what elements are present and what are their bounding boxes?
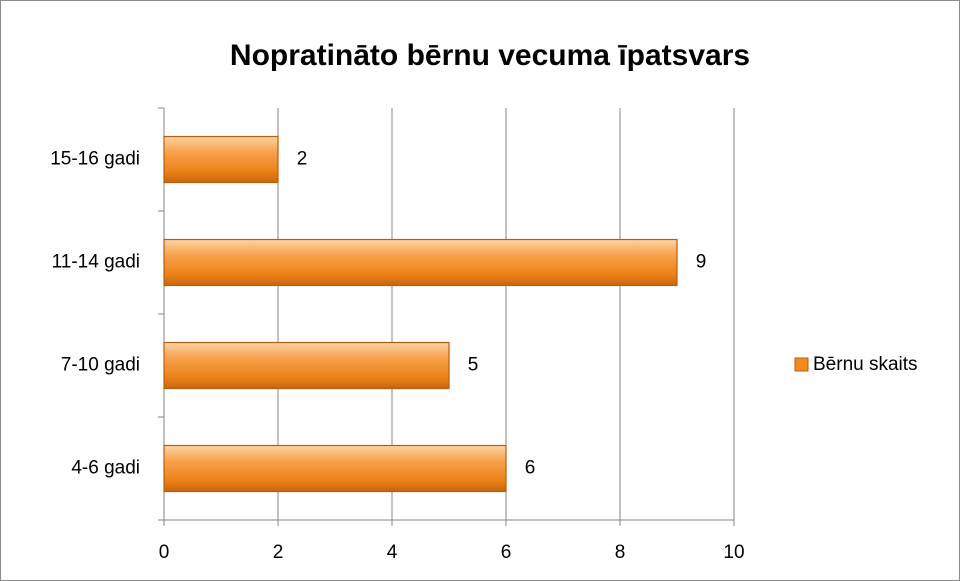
data-label: 6 bbox=[525, 458, 536, 479]
bar bbox=[163, 238, 678, 287]
x-tick-label: 0 bbox=[159, 542, 170, 563]
bar bbox=[163, 135, 279, 184]
y-tick-label: 15-16 gadi bbox=[50, 149, 140, 170]
data-label: 2 bbox=[297, 149, 308, 170]
y-tick-label: 11-14 gadi bbox=[52, 252, 140, 273]
legend-swatch bbox=[794, 357, 809, 372]
bar bbox=[163, 444, 507, 493]
x-tick-label: 10 bbox=[723, 542, 744, 563]
data-label: 9 bbox=[696, 252, 707, 273]
bar bbox=[163, 341, 450, 390]
x-tick-label: 2 bbox=[273, 542, 284, 563]
x-tick-label: 4 bbox=[387, 542, 398, 563]
chart-title: Nopratināto bērnu vecuma īpatsvars bbox=[230, 39, 750, 72]
legend-label: Bērnu skaits bbox=[813, 354, 918, 375]
x-tick-label: 8 bbox=[615, 542, 626, 563]
y-tick-label: 7-10 gadi bbox=[61, 355, 140, 376]
data-label: 5 bbox=[468, 355, 479, 376]
x-tick-label: 6 bbox=[501, 542, 512, 563]
y-tick-label: 4-6 gadi bbox=[71, 458, 140, 479]
